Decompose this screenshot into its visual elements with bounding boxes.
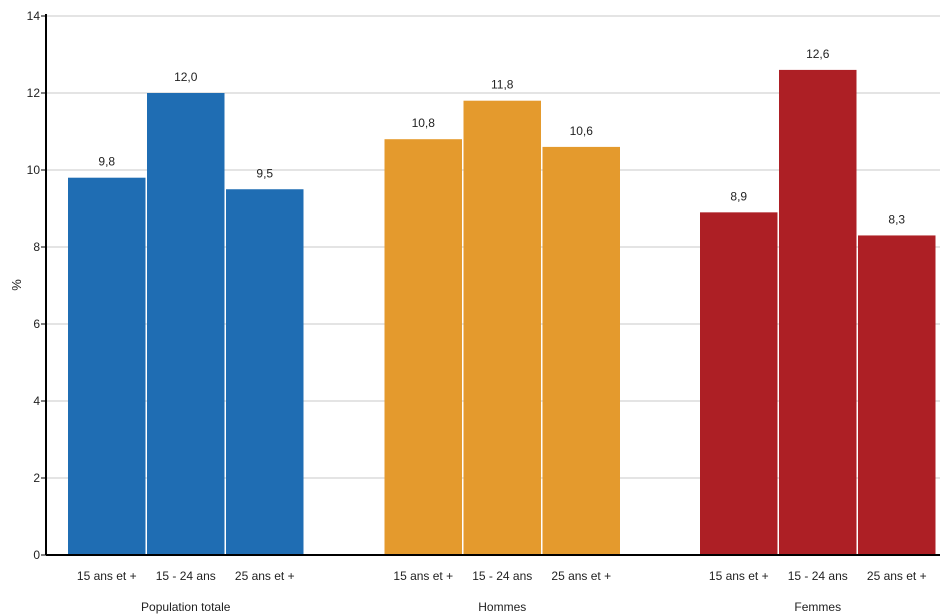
y-tick-label: 8 [33, 240, 40, 254]
x-category-labels: 15 ans et + 15 - 24 ans 25 ans et + 15 ans … [77, 569, 927, 583]
y-tick-label: 0 [33, 548, 40, 562]
bar [779, 69, 857, 556]
x-category-label: 15 ans et + [709, 569, 769, 583]
x-category-label: 25 ans et + [551, 569, 611, 583]
bar-value-label: 8,9 [730, 189, 747, 203]
x-category-label: 25 ans et + [235, 569, 295, 583]
bar [700, 212, 778, 555]
y-tick-labels: 0 2 4 6 8 10 12 14 [27, 9, 41, 562]
y-axis-title: % [9, 279, 24, 291]
bar [384, 139, 462, 555]
y-tick-label: 2 [33, 471, 40, 485]
bar-value-labels: 9,8 12,0 9,5 10,8 11,8 10,6 8,9 12,6 8,3 [98, 47, 905, 227]
bar [858, 235, 936, 555]
x-category-label: 15 - 24 ans [472, 569, 532, 583]
bar-value-label: 9,8 [98, 155, 115, 169]
group-labels: Population totale Hommes Femmes [141, 600, 841, 614]
bar [463, 100, 541, 555]
bar [226, 189, 304, 555]
y-tick-label: 6 [33, 317, 40, 331]
bar-value-label: 12,6 [806, 47, 830, 61]
y-tick-label: 14 [27, 9, 41, 23]
bar [147, 93, 225, 555]
bar [68, 177, 146, 555]
x-category-label: 25 ans et + [867, 569, 927, 583]
bars [68, 69, 936, 556]
y-tick-label: 10 [27, 163, 41, 177]
y-tick-label: 12 [27, 86, 41, 100]
group-label: Femmes [794, 600, 841, 614]
x-category-label: 15 - 24 ans [156, 569, 216, 583]
bar-value-label: 10,8 [412, 116, 436, 130]
group-label: Population totale [141, 600, 231, 614]
bar-value-label: 10,6 [570, 124, 594, 138]
bar-value-label: 9,5 [256, 166, 273, 180]
axes [41, 14, 940, 556]
x-category-label: 15 ans et + [393, 569, 453, 583]
x-category-label: 15 ans et + [77, 569, 137, 583]
group-label: Hommes [478, 600, 526, 614]
y-tick-label: 4 [33, 394, 40, 408]
bar-value-label: 11,8 [491, 78, 514, 92]
bar-value-label: 12,0 [174, 70, 198, 84]
x-category-label: 15 - 24 ans [788, 569, 848, 583]
bar [542, 146, 620, 555]
bar-value-label: 8,3 [888, 212, 905, 226]
